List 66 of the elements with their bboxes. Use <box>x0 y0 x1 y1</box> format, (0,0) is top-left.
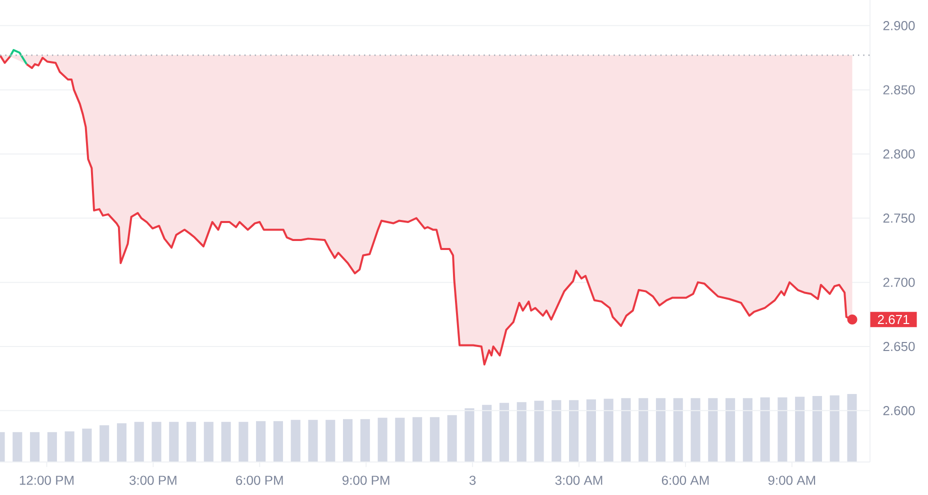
annotation: 2.671 <box>878 314 910 324</box>
bar <box>152 422 162 462</box>
bar <box>290 420 300 462</box>
bar <box>82 428 92 462</box>
x-tick-label: 3:00 PM <box>129 476 176 485</box>
bar <box>47 432 57 462</box>
bar <box>516 402 526 462</box>
y-tick-label: 2.850 <box>883 85 915 94</box>
bar <box>673 398 683 462</box>
y-tick-label: 2.700 <box>883 278 915 287</box>
bar <box>447 415 457 462</box>
bar <box>586 399 596 462</box>
bar <box>604 398 614 462</box>
bar <box>482 404 492 462</box>
bar <box>621 398 631 462</box>
x-tick-label: 3 <box>469 476 476 485</box>
bar <box>134 422 144 462</box>
bar <box>690 398 700 462</box>
bar <box>569 400 579 462</box>
bar <box>221 422 231 462</box>
y-tick-label: 2.800 <box>883 149 915 159</box>
x-tick-label: 3:00 AM <box>555 476 602 485</box>
y-tick-label: 2.650 <box>883 342 915 352</box>
bar <box>326 420 336 462</box>
bar <box>204 422 214 462</box>
bar <box>395 418 405 462</box>
bar <box>464 408 474 462</box>
bar <box>238 422 248 462</box>
bar <box>342 419 353 462</box>
bar <box>378 418 388 462</box>
y-tick-label: 2.750 <box>883 214 915 223</box>
bar <box>12 432 22 462</box>
bar <box>186 422 196 462</box>
bar <box>760 397 770 462</box>
bar <box>499 402 510 462</box>
bar <box>64 431 74 462</box>
bar <box>30 432 40 462</box>
line-series <box>9 49 28 66</box>
bar <box>273 421 283 462</box>
x-tick-label: 12:00 PM <box>20 476 74 485</box>
bar <box>430 417 440 462</box>
bar <box>412 417 422 462</box>
bar <box>830 395 840 462</box>
bar <box>726 398 736 462</box>
x-tick-label: 9:00 PM <box>342 476 390 485</box>
bar <box>812 396 822 462</box>
bar <box>656 398 666 462</box>
bar <box>534 400 544 462</box>
y-tick-label: 2.900 <box>883 21 915 30</box>
bar <box>308 420 318 462</box>
bar <box>708 398 718 462</box>
bar <box>256 421 266 462</box>
x-tick-label: 6:00 PM <box>236 476 283 485</box>
bar <box>552 400 562 462</box>
bar <box>360 419 370 462</box>
bar <box>100 425 110 462</box>
bar <box>742 398 752 462</box>
bar <box>847 394 857 462</box>
bar <box>169 422 179 462</box>
y-tick-label: 2.600 <box>883 406 915 416</box>
bar <box>638 398 648 462</box>
bar <box>778 397 788 462</box>
x-tick-label: 6:00 AM <box>662 476 709 485</box>
bar <box>795 396 805 462</box>
bar <box>116 423 127 462</box>
x-tick-label: 9:00 AM <box>768 476 816 485</box>
